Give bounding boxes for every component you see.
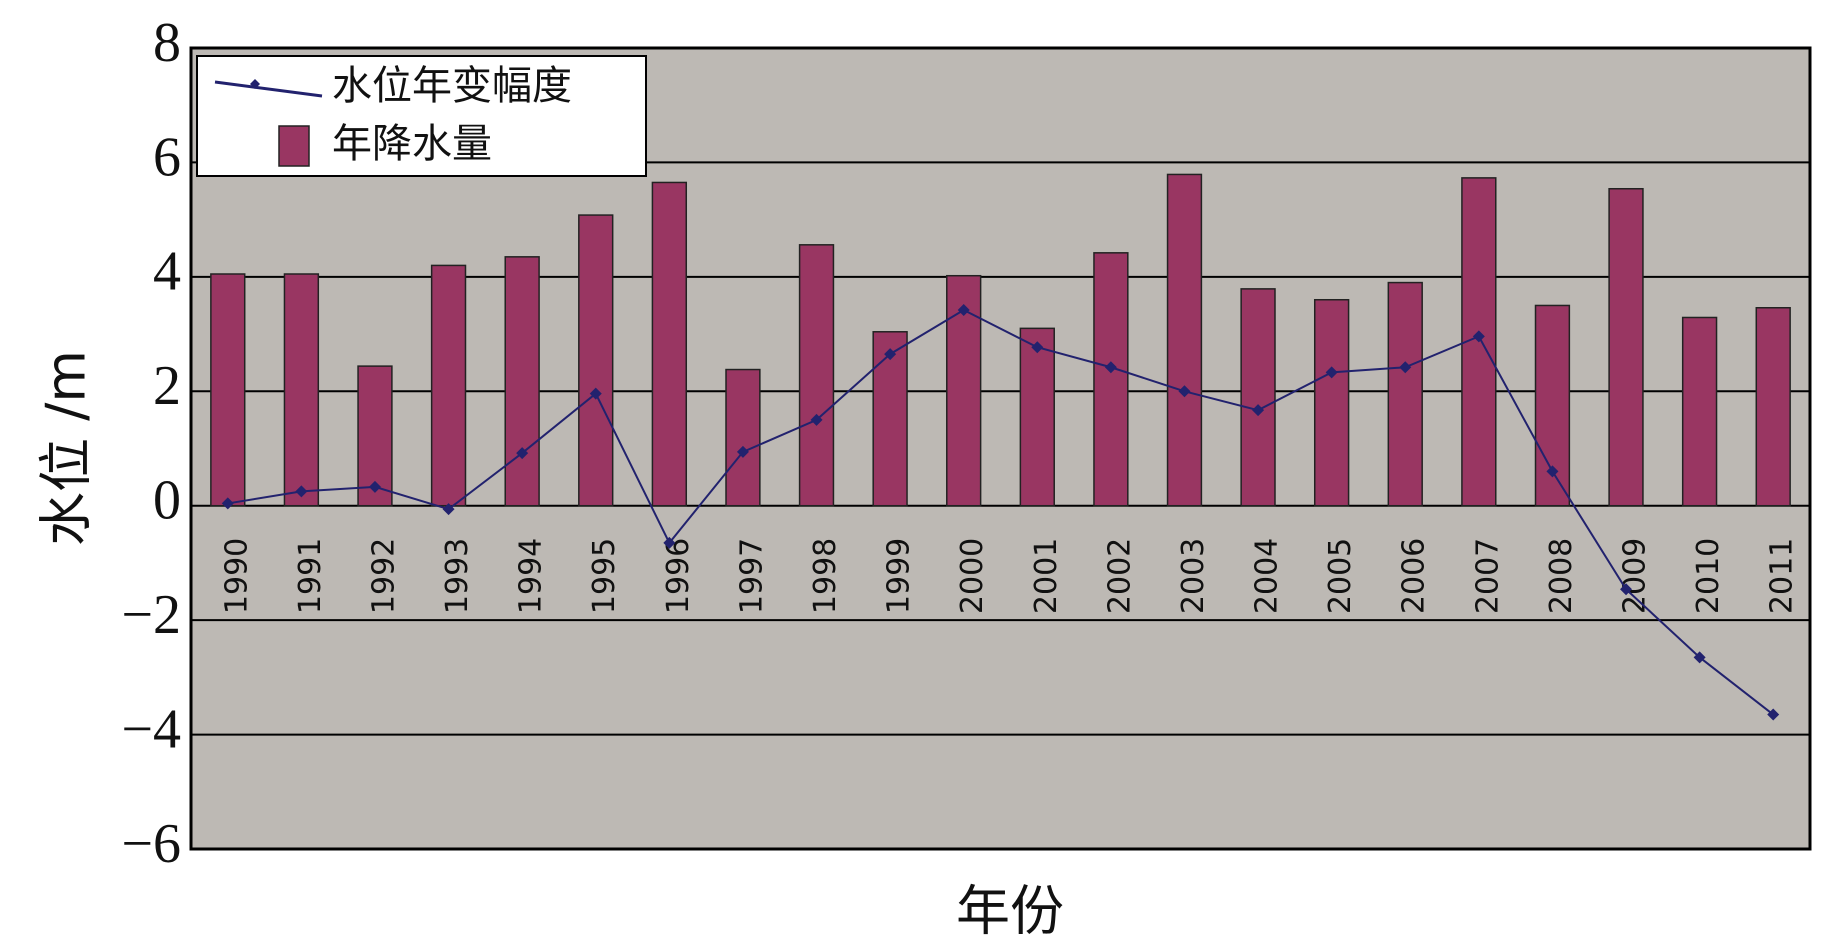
bar	[1166, 173, 1203, 507]
x-tick-label: 2008	[1544, 538, 1579, 614]
line-marker	[1620, 583, 1633, 596]
bar	[210, 273, 246, 507]
line-marker	[884, 348, 897, 361]
line-marker	[736, 445, 749, 458]
line	[227, 308, 1774, 716]
x-tick-label: 2006	[1397, 538, 1432, 614]
bar	[1313, 298, 1350, 507]
x-tick-label: 1993	[440, 538, 475, 614]
x-tick-label: 1995	[587, 538, 622, 614]
y-tick-label: 6	[153, 126, 181, 188]
legend-swatch	[214, 80, 323, 98]
line-marker	[957, 304, 970, 317]
line-marker	[1546, 465, 1559, 478]
legend-swatch	[250, 79, 260, 89]
x-tick-label: 2002	[1102, 538, 1137, 614]
x-tick-label: 1999	[882, 538, 917, 614]
line-marker	[1031, 341, 1044, 354]
bar	[578, 214, 614, 507]
bar	[1755, 307, 1791, 507]
line-marker	[1104, 361, 1117, 374]
x-tick-label: 1990	[219, 538, 254, 614]
line-marker	[1399, 361, 1412, 374]
x-tick-label: 1997	[734, 538, 769, 614]
line-marker	[442, 503, 455, 516]
line-marker	[1472, 330, 1485, 343]
line-marker	[368, 480, 381, 493]
line-marker	[810, 413, 823, 426]
line-marker	[1767, 708, 1780, 721]
x-tick-label: 2009	[1618, 538, 1653, 614]
x-tick-label: 1991	[293, 538, 328, 614]
x-tick-label: 2003	[1176, 538, 1211, 614]
bar	[504, 256, 540, 507]
bar	[946, 274, 982, 507]
legend	[196, 55, 647, 177]
x-tick-label: 1996	[661, 538, 696, 614]
bar	[1608, 187, 1644, 507]
y-tick-label: −4	[121, 698, 181, 760]
y-tick-label: −6	[121, 813, 181, 875]
line-marker	[221, 497, 234, 510]
x-tick-label: 2010	[1691, 538, 1726, 614]
y-tick-label: 4	[153, 241, 181, 303]
line-marker	[663, 536, 676, 549]
x-tick-label: 1998	[808, 538, 843, 614]
bar	[283, 273, 320, 507]
legend-label: 水位年变幅度	[332, 63, 572, 109]
bar	[1019, 327, 1055, 507]
bar	[1240, 288, 1276, 507]
line-marker	[1693, 651, 1706, 664]
y-tick-label: 8	[153, 12, 181, 74]
bar	[872, 331, 908, 507]
y-tick-label: −2	[121, 584, 181, 646]
bar	[1681, 316, 1718, 507]
y-tick-label: 2	[153, 355, 181, 417]
legend-swatch	[278, 125, 310, 167]
x-tick-label: 2004	[1250, 538, 1285, 614]
x-tick-label: 2000	[955, 538, 990, 614]
x-axis-title: 年份	[956, 880, 1064, 943]
bar	[357, 365, 393, 507]
x-tick-label: 2001	[1029, 538, 1064, 614]
bar	[1093, 252, 1129, 507]
x-tick-label: 2011	[1765, 538, 1800, 614]
x-tick-label: 1994	[514, 538, 549, 614]
bar	[725, 368, 761, 507]
bar	[1387, 281, 1423, 507]
bar	[430, 264, 467, 507]
y-tick-label: 0	[153, 470, 181, 532]
legend-label: 年降水量	[332, 121, 492, 167]
line-marker	[295, 485, 308, 498]
y-axis-title: 水位 /m	[35, 350, 98, 546]
bar	[651, 181, 688, 507]
line-marker	[589, 387, 602, 400]
x-tick-label: 2007	[1470, 538, 1505, 614]
line-marker	[1325, 366, 1338, 379]
x-tick-label: 2005	[1323, 538, 1358, 614]
line-marker	[1252, 404, 1265, 417]
x-tick-label: 1992	[366, 538, 401, 614]
line-marker	[1178, 385, 1191, 398]
line-marker	[516, 447, 529, 460]
bar	[798, 244, 835, 507]
